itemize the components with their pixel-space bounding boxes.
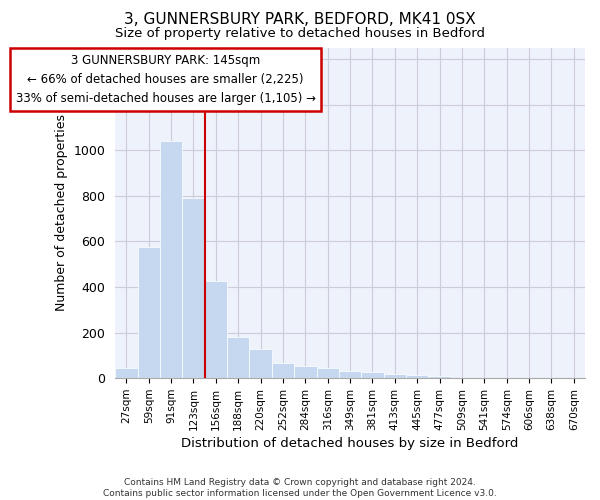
- Bar: [428, 376, 451, 378]
- Y-axis label: Number of detached properties: Number of detached properties: [55, 114, 68, 312]
- Bar: [339, 372, 361, 378]
- Text: 3 GUNNERSBURY PARK: 145sqm
← 66% of detached houses are smaller (2,225)
33% of s: 3 GUNNERSBURY PARK: 145sqm ← 66% of deta…: [16, 54, 316, 105]
- Bar: [317, 368, 339, 378]
- Text: Contains HM Land Registry data © Crown copyright and database right 2024.
Contai: Contains HM Land Registry data © Crown c…: [103, 478, 497, 498]
- Bar: [361, 372, 383, 378]
- Bar: [115, 368, 137, 378]
- Bar: [383, 374, 406, 378]
- Bar: [205, 282, 227, 378]
- Text: Size of property relative to detached houses in Bedford: Size of property relative to detached ho…: [115, 28, 485, 40]
- Bar: [272, 364, 294, 378]
- Bar: [182, 198, 205, 378]
- Bar: [227, 337, 250, 378]
- X-axis label: Distribution of detached houses by size in Bedford: Distribution of detached houses by size …: [181, 437, 519, 450]
- Text: 3, GUNNERSBURY PARK, BEDFORD, MK41 0SX: 3, GUNNERSBURY PARK, BEDFORD, MK41 0SX: [124, 12, 476, 28]
- Bar: [137, 247, 160, 378]
- Bar: [160, 141, 182, 378]
- Bar: [294, 366, 317, 378]
- Bar: [250, 348, 272, 378]
- Bar: [406, 375, 428, 378]
